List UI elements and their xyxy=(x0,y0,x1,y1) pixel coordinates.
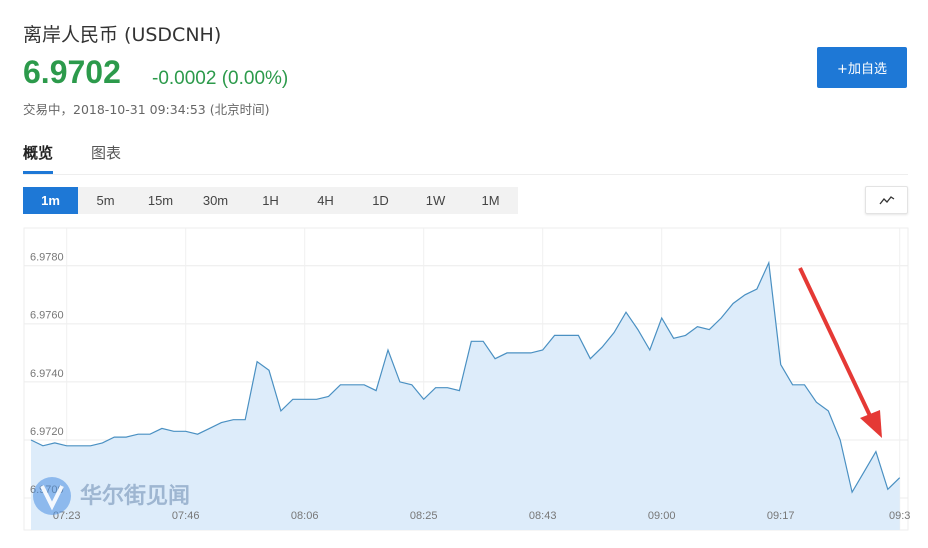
y-tick-label: 6.9760 xyxy=(30,310,64,322)
watermark: 华尔街见闻 xyxy=(33,477,190,515)
price: 6.9702 xyxy=(23,54,121,90)
annotation-arrow xyxy=(798,267,882,438)
interval-button[interactable]: 1m xyxy=(23,187,78,214)
x-tick-label: 09:17 xyxy=(767,510,795,522)
interval-selector: 1m 5m 15m 30m 1H 4H 1D 1W 1M xyxy=(23,187,518,214)
interval-button[interactable]: 4H xyxy=(317,193,334,208)
interval-button[interactable]: 15m xyxy=(147,193,174,208)
tab[interactable]: 图表 xyxy=(91,144,122,162)
y-tick-label: 6.9780 xyxy=(30,252,64,264)
interval-button[interactable]: 1H xyxy=(262,193,279,208)
x-tick-label: 08:06 xyxy=(291,510,319,522)
y-tick-label: 6.9740 xyxy=(30,368,64,380)
trading-status: 交易中，2018-10-31 09:34:53 (北京时间) xyxy=(23,102,270,117)
x-tick-label: 07:46 xyxy=(172,510,200,522)
x-tick-label: 09:00 xyxy=(648,510,676,522)
interval-button[interactable]: 1W xyxy=(425,193,446,208)
price-change: -0.0002 (0.00%) xyxy=(152,68,289,89)
add-watchlist-button[interactable]: +加自选 xyxy=(817,47,907,88)
interval-button[interactable]: 1D xyxy=(372,193,389,208)
chart-type-icon xyxy=(879,196,895,205)
tab-divider xyxy=(23,174,908,175)
interval-button[interactable]: 30m xyxy=(202,193,229,208)
interval-button[interactable]: 1M xyxy=(481,193,500,208)
plot xyxy=(30,260,901,530)
instrument-title: 离岸人民币 (USDCNH) xyxy=(23,24,222,46)
chart-type-button[interactable] xyxy=(865,186,908,214)
y-tick-label: 6.9720 xyxy=(30,426,64,438)
price-line xyxy=(30,260,901,494)
tabs: 概览 图表 xyxy=(23,142,159,174)
tab[interactable]: 概览 xyxy=(23,142,54,174)
watermark-text: 华尔街见闻 xyxy=(80,483,190,509)
x-tick-label: 09:3 xyxy=(889,510,910,522)
x-tick-label: 08:43 xyxy=(529,510,557,522)
area-fill xyxy=(31,262,900,530)
interval-button[interactable]: 5m xyxy=(96,193,115,208)
x-tick-label: 08:25 xyxy=(410,510,438,522)
